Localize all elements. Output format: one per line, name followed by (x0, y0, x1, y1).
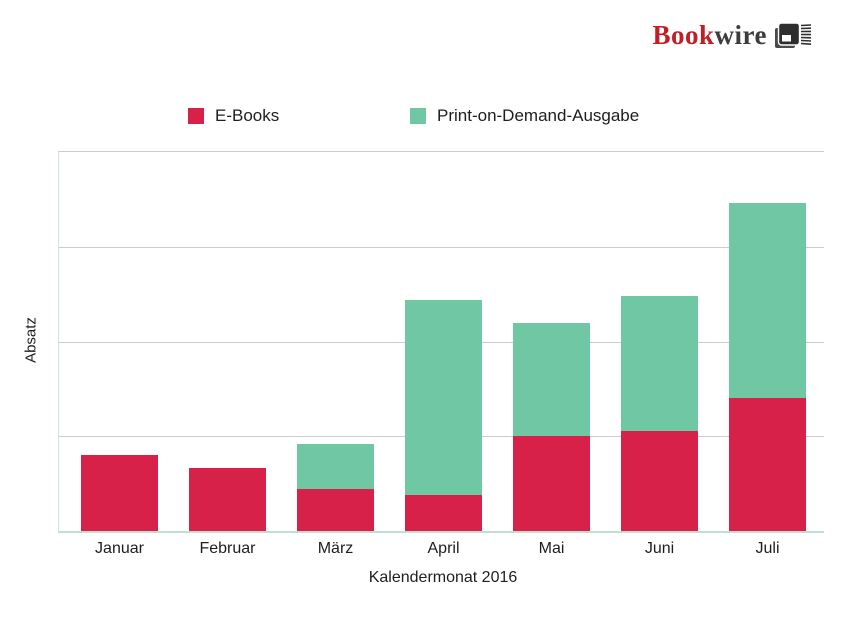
x-tick-februar: Februar (199, 540, 256, 557)
x-tick-januar: Januar (95, 540, 144, 557)
bar-januar (81, 455, 158, 531)
segment-print-on-demand-april (405, 300, 482, 496)
gridline-75 (59, 246, 824, 248)
segment-ebooks-mai (513, 436, 590, 531)
x-tick-mai: Mai (538, 540, 565, 557)
logo-text: Bookwire (652, 20, 767, 51)
segment-print-on-demand-juni (621, 296, 698, 431)
logo-text-book: Book (652, 20, 715, 50)
plot-area: Januar Februar März April Mai Juni Juli (58, 151, 824, 557)
segment-print-on-demand-märz (297, 444, 374, 490)
bar-april (405, 300, 482, 531)
segment-ebooks-januar (81, 455, 158, 531)
bar-märz (297, 444, 374, 531)
legend-label-ebooks: E-Books (215, 106, 280, 125)
legend-swatch-ebooks (188, 108, 204, 124)
y-axis-label: Absatz (22, 317, 40, 363)
segment-print-on-demand-juli (729, 203, 806, 399)
book-icon (774, 21, 812, 50)
legend-item-print-on-demand: Print-on-Demand-Ausgabe (410, 106, 639, 126)
logo-text-wire: wire (714, 20, 767, 50)
x-tick-märz: März (317, 540, 354, 557)
legend-label-print-on-demand: Print-on-Demand-Ausgabe (437, 106, 640, 125)
bar-februar (189, 468, 266, 531)
bar-mai (513, 323, 590, 531)
segment-ebooks-februar (189, 468, 266, 531)
x-tick-juni: Juni (644, 540, 675, 557)
segment-ebooks-märz (297, 489, 374, 531)
segment-print-on-demand-mai (513, 323, 590, 437)
x-tick-juli: Juli (755, 540, 780, 557)
bar-juli (729, 203, 806, 531)
segment-ebooks-juni (621, 430, 698, 531)
x-axis-title: Kalendermonat 2016 (368, 569, 518, 586)
segment-ebooks-april (405, 495, 482, 531)
legend-item-ebooks: E-Books (188, 106, 279, 126)
legend-swatch-print-on-demand (410, 108, 426, 124)
segment-ebooks-juli (729, 398, 806, 531)
bookwire-logo: Bookwire (652, 20, 812, 51)
bar-juni (621, 296, 698, 531)
x-tick-april: April (427, 540, 460, 557)
